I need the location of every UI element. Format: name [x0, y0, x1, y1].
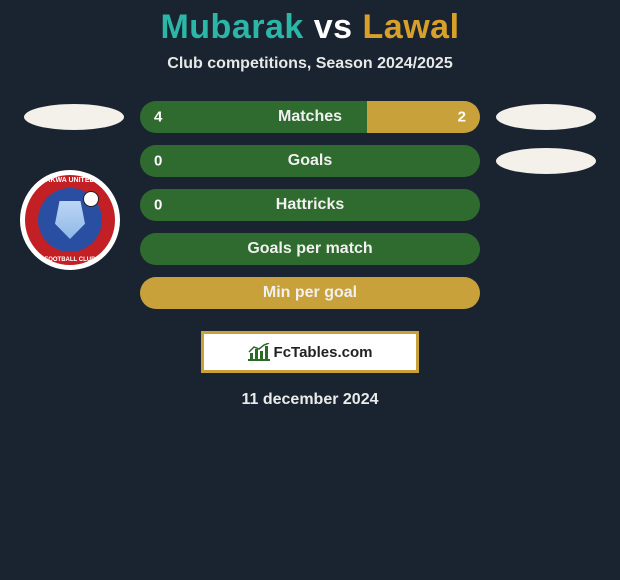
badge-text-top: AKWA UNITED: [45, 177, 94, 184]
subtitle: Club competitions, Season 2024/2025: [0, 55, 620, 73]
title-left: Mubarak: [160, 8, 303, 46]
title-vs: vs: [314, 8, 353, 46]
badge-shape: [55, 201, 85, 239]
stat-label: Min per goal: [263, 284, 357, 302]
brand-box[interactable]: FcTables.com: [201, 331, 419, 373]
page-title: Mubarak vs Lawal: [0, 8, 620, 47]
stat-label: Goals per match: [247, 240, 372, 258]
title-right: Lawal: [363, 8, 460, 46]
stat-label: Hattricks: [276, 196, 344, 214]
stat-label: Goals: [288, 152, 332, 170]
badge-outer: AKWA UNITED FOOTBALL CLUB: [20, 170, 120, 270]
stat-bar: Min per goal: [140, 277, 480, 309]
stat-row: Min per goal: [0, 277, 620, 309]
stat-row: 4 2 Matches: [0, 101, 620, 133]
badge-ring: AKWA UNITED FOOTBALL CLUB: [25, 175, 115, 265]
stat-value-left: 0: [154, 153, 162, 170]
date-text: 11 december 2024: [0, 391, 620, 409]
badge-inner: [38, 188, 102, 252]
player-oval-right: [496, 104, 596, 130]
stat-bar: 4 2 Matches: [140, 101, 480, 133]
brand-text: FcTables.com: [274, 344, 373, 361]
stat-label: Matches: [278, 108, 342, 126]
badge-text-bottom: FOOTBALL CLUB: [45, 257, 96, 263]
stat-bar: 0 Hattricks: [140, 189, 480, 221]
player-oval-right: [496, 148, 596, 174]
club-badge: AKWA UNITED FOOTBALL CLUB: [20, 170, 120, 270]
soccer-ball-icon: [83, 191, 99, 207]
stat-value-right: 2: [458, 109, 466, 126]
player-oval-left: [24, 104, 124, 130]
chart-icon: [248, 343, 270, 361]
stat-bar: Goals per match: [140, 233, 480, 265]
stat-bar: 0 Goals: [140, 145, 480, 177]
stat-value-left: 0: [154, 197, 162, 214]
stat-value-left: 4: [154, 109, 162, 126]
